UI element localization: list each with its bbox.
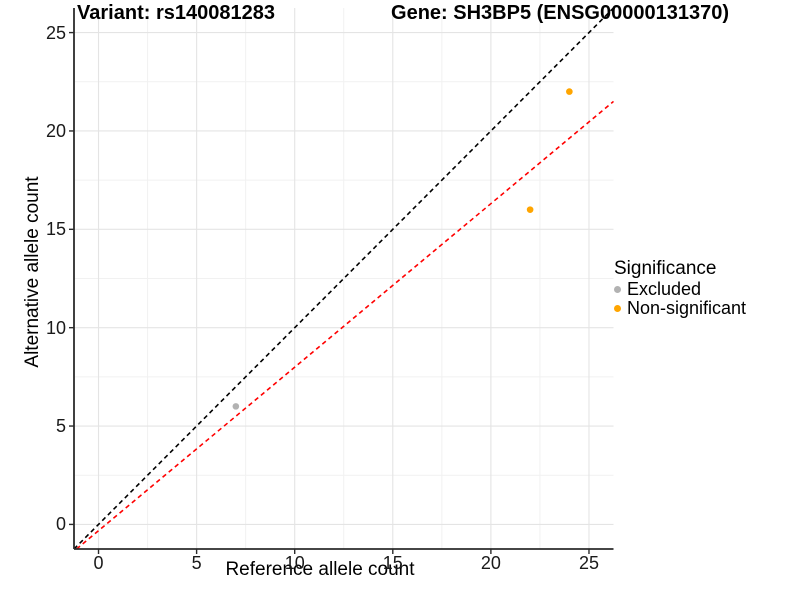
x-tick-label-0: 0 xyxy=(93,553,104,573)
plot-title-variant: Variant: rs140081283 xyxy=(77,2,275,24)
y-axis-label: Alternative allele count xyxy=(22,176,43,368)
legend: Significance Excluded Non-significant xyxy=(614,257,746,318)
y-tick-label-20: 20 xyxy=(45,120,66,141)
y-tick-label-25: 25 xyxy=(45,22,66,43)
x-tick-label-15: 15 xyxy=(382,553,403,573)
y-tick-label-10: 10 xyxy=(45,317,66,338)
non-significant-point-icon xyxy=(614,305,621,312)
y-tick-label-5: 5 xyxy=(55,416,66,437)
excluded-point-icon xyxy=(614,286,621,293)
legend-item-excluded: Excluded xyxy=(614,279,746,299)
legend-item-excluded-label: Excluded xyxy=(627,279,702,299)
legend-item-non-significant-label: Non-significant xyxy=(627,298,747,318)
data-point-excluded xyxy=(232,403,240,410)
data-point-non-significant xyxy=(566,88,573,95)
y-tick-label-0: 0 xyxy=(55,514,66,535)
x-tick-label-25: 25 xyxy=(578,553,599,573)
x-axis-label: Reference allele count xyxy=(225,559,415,580)
x-tick-label-5: 5 xyxy=(191,553,202,573)
legend-item-non-significant: Non-significant xyxy=(614,298,747,318)
y-tick-label-15: 15 xyxy=(45,219,66,240)
x-tick-label-10: 10 xyxy=(284,553,305,573)
plot-title-gene: Gene: SH3BP5 (ENSG00000131370) xyxy=(391,2,729,24)
legend-title: Significance xyxy=(614,258,717,279)
data-point-non-significant xyxy=(526,206,534,213)
expected-ratio-fit-line xyxy=(76,100,615,550)
x-tick-label-20: 20 xyxy=(480,553,501,573)
